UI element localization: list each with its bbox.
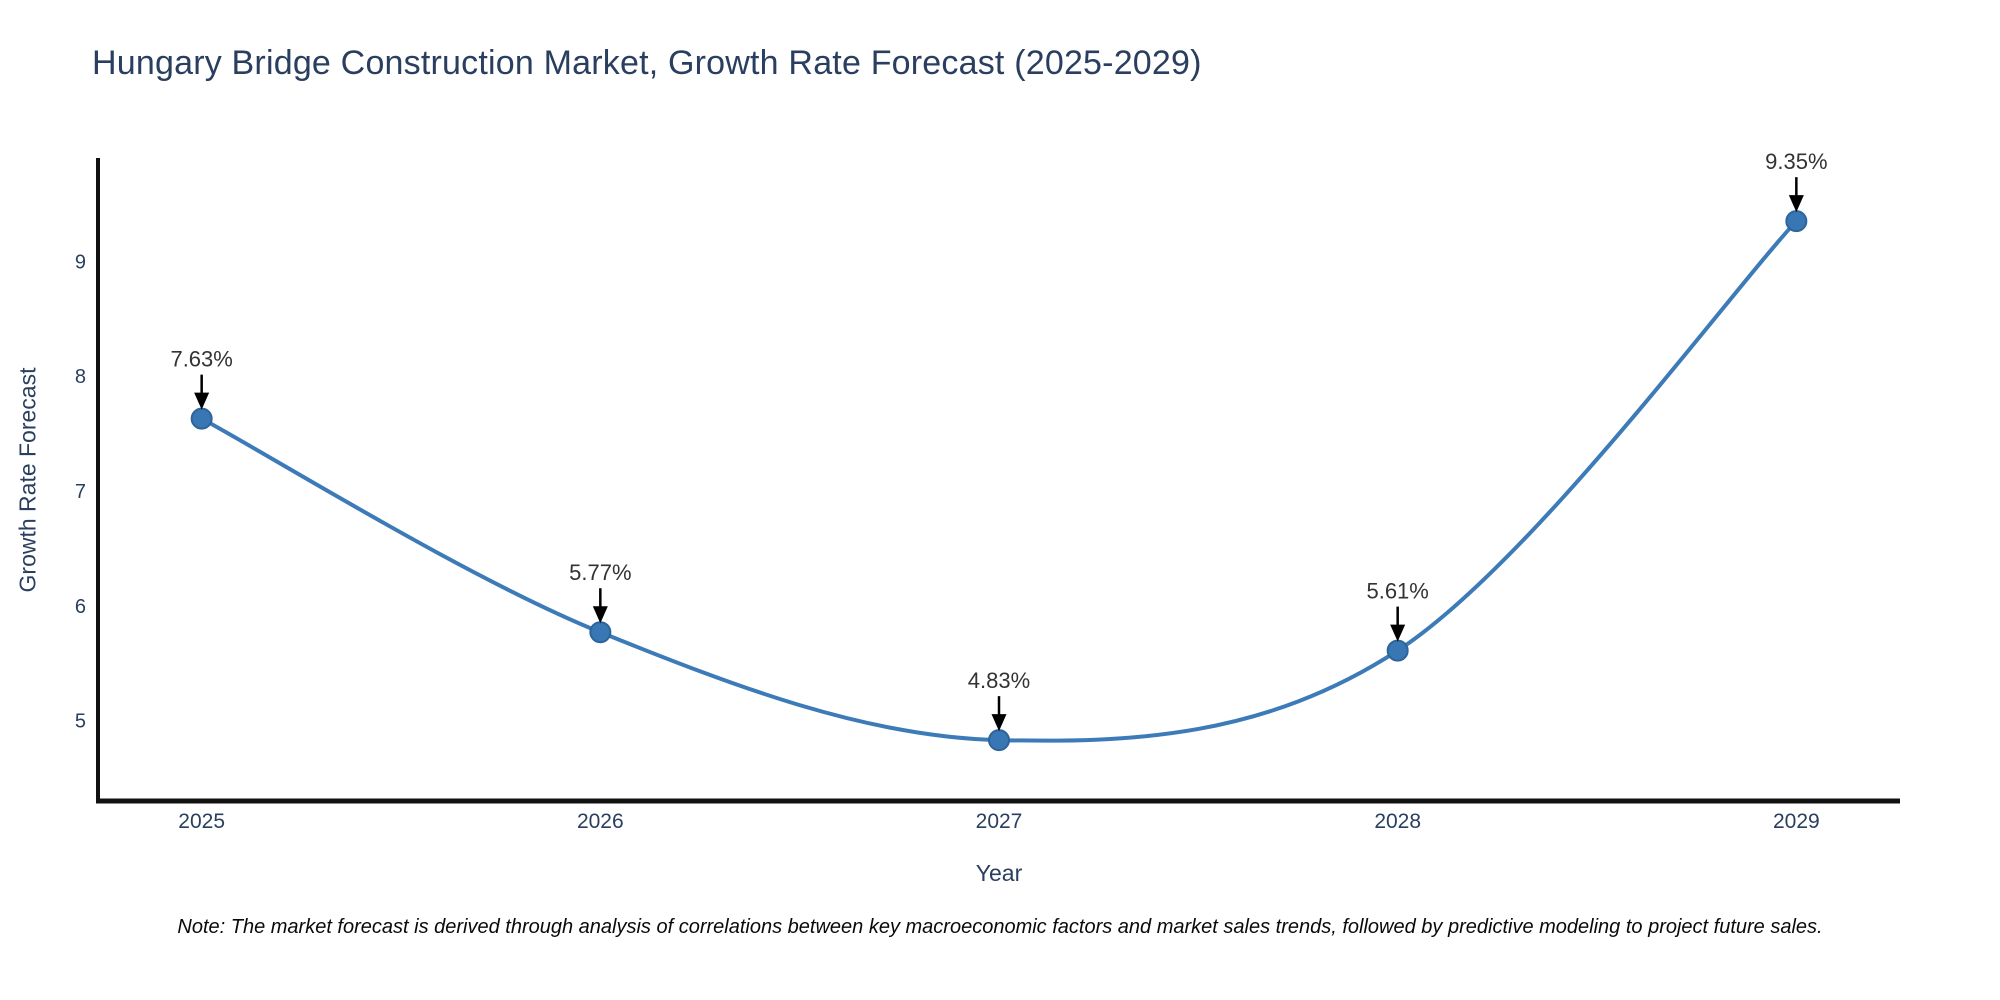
annotation-arrow-head (194, 392, 210, 410)
annotation-arrow-head (592, 606, 608, 624)
y-axis-title: Growth Rate Forecast (14, 367, 41, 593)
y-tick-label: 6 (75, 596, 86, 618)
y-tick-label: 7 (75, 481, 86, 503)
y-tick-label: 5 (75, 711, 86, 733)
data-point-label: 5.77% (569, 560, 631, 585)
x-tick-label: 2025 (178, 810, 225, 833)
trend-line (199, 219, 1799, 743)
data-point-2026[interactable] (589, 621, 612, 644)
annotation-arrow-head (991, 714, 1007, 732)
chart-note: Note: The market forecast is derived thr… (177, 916, 1823, 938)
chart-title: Hungary Bridge Construction Market, Grow… (92, 44, 1202, 82)
data-point-label: 7.63% (170, 347, 232, 372)
x-tick-label: 2029 (1773, 810, 1820, 833)
annotation-arrow-head (1788, 195, 1804, 213)
x-tick-label: 2028 (1374, 810, 1421, 833)
data-point-2027[interactable] (988, 729, 1010, 752)
data-point-2029[interactable] (1785, 210, 1808, 233)
data-point-2025[interactable] (190, 407, 213, 430)
y-tick-label: 9 (75, 251, 86, 273)
y-tick-label: 8 (75, 366, 86, 388)
x-tick-label: 2027 (976, 810, 1023, 833)
x-axis-title: Year (975, 860, 1023, 886)
data-point-label: 4.83% (968, 668, 1030, 693)
annotation-arrow-head (1390, 624, 1406, 642)
x-tick-label: 2026 (577, 810, 624, 833)
data-point-2028[interactable] (1386, 639, 1409, 662)
data-point-label: 9.35% (1765, 149, 1827, 174)
data-point-label: 5.61% (1366, 579, 1428, 604)
